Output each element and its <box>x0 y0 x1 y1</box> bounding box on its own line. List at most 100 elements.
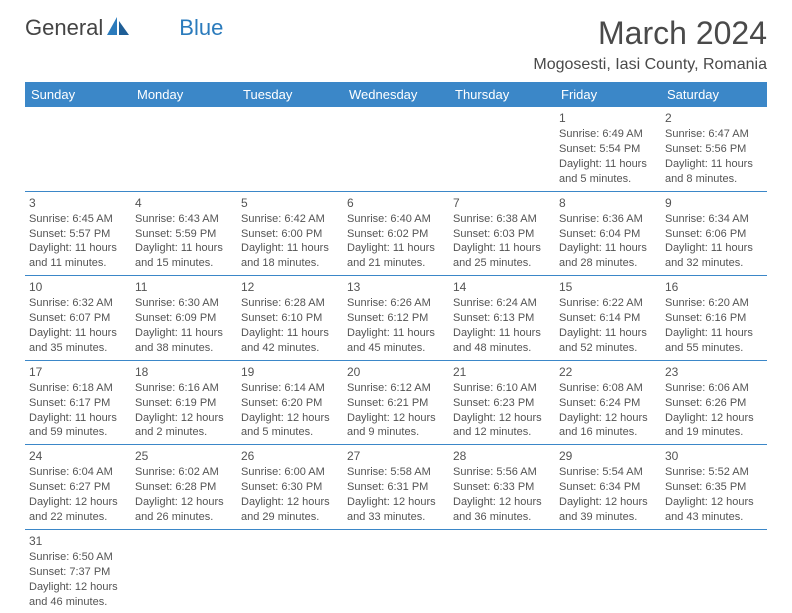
calendar-cell: 29Sunrise: 5:54 AMSunset: 6:34 PMDayligh… <box>555 445 661 530</box>
calendar-cell <box>237 529 343 613</box>
calendar-cell: 16Sunrise: 6:20 AMSunset: 6:16 PMDayligh… <box>661 276 767 361</box>
day-number: 26 <box>241 448 339 464</box>
cell-daylight1: Daylight: 12 hours <box>135 495 233 510</box>
cell-sunset: Sunset: 7:37 PM <box>29 565 127 580</box>
day-number: 4 <box>135 195 233 211</box>
cell-daylight2: and 33 minutes. <box>347 510 445 525</box>
cell-daylight1: Daylight: 11 hours <box>665 241 763 256</box>
calendar-cell: 9Sunrise: 6:34 AMSunset: 6:06 PMDaylight… <box>661 191 767 276</box>
calendar-cell: 21Sunrise: 6:10 AMSunset: 6:23 PMDayligh… <box>449 360 555 445</box>
weekday-header: Saturday <box>661 82 767 107</box>
cell-sunrise: Sunrise: 5:52 AM <box>665 465 763 480</box>
cell-sunset: Sunset: 6:21 PM <box>347 396 445 411</box>
cell-daylight1: Daylight: 12 hours <box>559 495 657 510</box>
cell-daylight1: Daylight: 11 hours <box>665 157 763 172</box>
calendar-row: 3Sunrise: 6:45 AMSunset: 5:57 PMDaylight… <box>25 191 767 276</box>
cell-sunrise: Sunrise: 6:42 AM <box>241 212 339 227</box>
cell-daylight2: and 11 minutes. <box>29 256 127 271</box>
calendar-cell: 20Sunrise: 6:12 AMSunset: 6:21 PMDayligh… <box>343 360 449 445</box>
cell-sunset: Sunset: 5:54 PM <box>559 142 657 157</box>
day-number: 28 <box>453 448 551 464</box>
cell-sunrise: Sunrise: 6:00 AM <box>241 465 339 480</box>
day-number: 27 <box>347 448 445 464</box>
day-number: 23 <box>665 364 763 380</box>
weekday-header: Tuesday <box>237 82 343 107</box>
calendar-body: 1Sunrise: 6:49 AMSunset: 5:54 PMDaylight… <box>25 107 767 613</box>
day-number: 7 <box>453 195 551 211</box>
cell-sunrise: Sunrise: 6:45 AM <box>29 212 127 227</box>
calendar-cell <box>661 529 767 613</box>
location-text: Mogosesti, Iasi County, Romania <box>533 56 767 74</box>
calendar-cell <box>449 529 555 613</box>
day-number: 22 <box>559 364 657 380</box>
day-number: 25 <box>135 448 233 464</box>
cell-sunset: Sunset: 6:20 PM <box>241 396 339 411</box>
cell-daylight1: Daylight: 11 hours <box>29 241 127 256</box>
calendar-cell <box>237 107 343 191</box>
cell-daylight1: Daylight: 12 hours <box>135 411 233 426</box>
cell-sunrise: Sunrise: 6:38 AM <box>453 212 551 227</box>
day-number: 1 <box>559 110 657 126</box>
cell-daylight1: Daylight: 12 hours <box>241 495 339 510</box>
cell-daylight2: and 38 minutes. <box>135 341 233 356</box>
cell-daylight2: and 45 minutes. <box>347 341 445 356</box>
cell-daylight2: and 39 minutes. <box>559 510 657 525</box>
cell-sunset: Sunset: 5:57 PM <box>29 227 127 242</box>
cell-daylight2: and 9 minutes. <box>347 425 445 440</box>
calendar-row: 17Sunrise: 6:18 AMSunset: 6:17 PMDayligh… <box>25 360 767 445</box>
cell-daylight2: and 16 minutes. <box>559 425 657 440</box>
cell-sunset: Sunset: 6:03 PM <box>453 227 551 242</box>
calendar-cell: 1Sunrise: 6:49 AMSunset: 5:54 PMDaylight… <box>555 107 661 191</box>
cell-sunset: Sunset: 6:00 PM <box>241 227 339 242</box>
cell-sunset: Sunset: 6:14 PM <box>559 311 657 326</box>
calendar-cell: 31Sunrise: 6:50 AMSunset: 7:37 PMDayligh… <box>25 529 131 613</box>
cell-daylight2: and 36 minutes. <box>453 510 551 525</box>
logo-text-1: General <box>25 15 103 41</box>
calendar-cell: 15Sunrise: 6:22 AMSunset: 6:14 PMDayligh… <box>555 276 661 361</box>
cell-daylight2: and 43 minutes. <box>665 510 763 525</box>
day-number: 6 <box>347 195 445 211</box>
calendar-row: 10Sunrise: 6:32 AMSunset: 6:07 PMDayligh… <box>25 276 767 361</box>
cell-daylight2: and 28 minutes. <box>559 256 657 271</box>
day-number: 2 <box>665 110 763 126</box>
calendar-cell <box>25 107 131 191</box>
cell-daylight1: Daylight: 11 hours <box>135 326 233 341</box>
calendar-cell: 7Sunrise: 6:38 AMSunset: 6:03 PMDaylight… <box>449 191 555 276</box>
calendar-cell: 14Sunrise: 6:24 AMSunset: 6:13 PMDayligh… <box>449 276 555 361</box>
day-number: 14 <box>453 279 551 295</box>
calendar-cell: 3Sunrise: 6:45 AMSunset: 5:57 PMDaylight… <box>25 191 131 276</box>
calendar-cell: 23Sunrise: 6:06 AMSunset: 6:26 PMDayligh… <box>661 360 767 445</box>
cell-sunset: Sunset: 6:06 PM <box>665 227 763 242</box>
cell-sunset: Sunset: 6:13 PM <box>453 311 551 326</box>
cell-sunset: Sunset: 5:56 PM <box>665 142 763 157</box>
day-number: 20 <box>347 364 445 380</box>
calendar-row: 1Sunrise: 6:49 AMSunset: 5:54 PMDaylight… <box>25 107 767 191</box>
cell-sunrise: Sunrise: 5:58 AM <box>347 465 445 480</box>
cell-sunrise: Sunrise: 6:06 AM <box>665 381 763 396</box>
calendar-cell: 12Sunrise: 6:28 AMSunset: 6:10 PMDayligh… <box>237 276 343 361</box>
cell-daylight2: and 59 minutes. <box>29 425 127 440</box>
cell-sunrise: Sunrise: 6:34 AM <box>665 212 763 227</box>
cell-daylight2: and 8 minutes. <box>665 172 763 187</box>
weekday-header: Monday <box>131 82 237 107</box>
cell-daylight1: Daylight: 11 hours <box>347 241 445 256</box>
cell-sunrise: Sunrise: 6:18 AM <box>29 381 127 396</box>
cell-daylight1: Daylight: 11 hours <box>347 326 445 341</box>
cell-daylight2: and 32 minutes. <box>665 256 763 271</box>
cell-daylight2: and 52 minutes. <box>559 341 657 356</box>
day-number: 24 <box>29 448 127 464</box>
cell-daylight1: Daylight: 12 hours <box>559 411 657 426</box>
cell-daylight1: Daylight: 12 hours <box>347 411 445 426</box>
day-number: 5 <box>241 195 339 211</box>
cell-daylight1: Daylight: 11 hours <box>241 326 339 341</box>
cell-sunrise: Sunrise: 6:26 AM <box>347 296 445 311</box>
day-number: 9 <box>665 195 763 211</box>
calendar-cell: 5Sunrise: 6:42 AMSunset: 6:00 PMDaylight… <box>237 191 343 276</box>
cell-sunset: Sunset: 6:28 PM <box>135 480 233 495</box>
logo: GeneralBlue <box>25 15 223 41</box>
cell-sunrise: Sunrise: 5:54 AM <box>559 465 657 480</box>
cell-daylight1: Daylight: 12 hours <box>29 495 127 510</box>
cell-sunset: Sunset: 6:17 PM <box>29 396 127 411</box>
cell-daylight2: and 18 minutes. <box>241 256 339 271</box>
calendar-cell <box>449 107 555 191</box>
